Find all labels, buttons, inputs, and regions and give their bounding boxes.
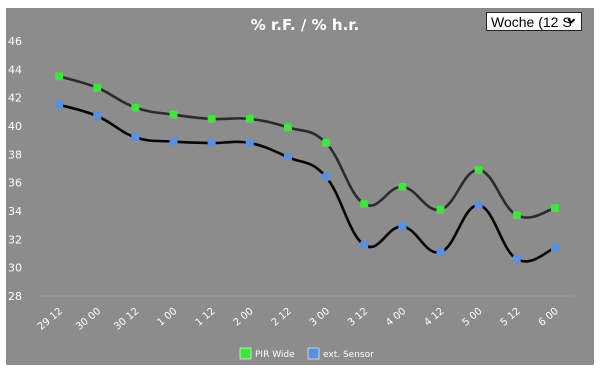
series-1-point <box>93 83 102 92</box>
legend-swatch-2 <box>307 347 320 360</box>
series-line-1 <box>58 75 556 219</box>
x-tick-label: 2 00 <box>232 306 256 329</box>
series-2-point <box>322 173 331 181</box>
series-1-point <box>207 114 216 123</box>
y-tick-label: 32 <box>8 233 22 246</box>
series-2-point <box>93 112 102 121</box>
legend-label-1: PIR Wide <box>255 350 295 360</box>
series-2-point <box>512 255 521 264</box>
x-tick-label: 1 00 <box>155 306 179 329</box>
x-tick-label: 5 00 <box>460 306 484 329</box>
series-1-point <box>131 103 140 112</box>
series-2-point <box>550 243 559 252</box>
series-1-point <box>398 182 407 191</box>
chart-panel: % r.F. / % h.r. 28 30 32 34 36 38 40 42 44 46 29 … <box>6 8 594 365</box>
series-2-point <box>360 241 369 249</box>
series-1-point <box>245 114 254 123</box>
series-1-point <box>474 165 483 174</box>
series-1-point <box>550 204 559 213</box>
x-tick-label: 30 00 <box>74 306 103 333</box>
x-tick-label: 6 00 <box>537 306 561 329</box>
x-tick-label: 2 12 <box>270 306 294 329</box>
chart-title: % r.F. / % h.r. <box>251 16 359 34</box>
series-2-point <box>474 201 483 210</box>
legend-label-2: ext. Sensor <box>323 350 374 360</box>
series-1-point <box>436 205 445 214</box>
range-select[interactable]: Woche (12 S ⌄ <box>486 12 582 31</box>
series-2-point <box>55 100 64 109</box>
series-2-point <box>131 133 140 142</box>
y-tick-label: 38 <box>8 148 22 161</box>
y-tick-label: 30 <box>8 262 22 275</box>
series-2-point <box>245 139 254 147</box>
series-2-point <box>398 222 407 231</box>
y-tick-label: 28 <box>8 290 22 303</box>
x-tick-label: 3 12 <box>346 306 370 329</box>
series-1-point <box>55 72 64 81</box>
series-1-point <box>283 123 292 132</box>
y-tick-label: 34 <box>8 205 22 218</box>
x-tick-label: 1 12 <box>193 306 217 329</box>
y-tick-label: 36 <box>8 177 22 190</box>
x-tick-label: 4 00 <box>384 306 408 329</box>
x-tick-label: 5 12 <box>499 306 523 329</box>
chevron-down-icon: ⌄ <box>564 12 578 27</box>
y-tick-label: 40 <box>8 120 22 133</box>
series-1-point <box>360 199 369 208</box>
series-2-point <box>169 137 178 146</box>
y-tick-label: 44 <box>8 63 22 76</box>
series-1-point <box>512 211 521 220</box>
x-tick-label: 3 00 <box>308 306 332 329</box>
humidity-chart: % r.F. / % h.r. 28 30 32 34 36 38 40 42 44 46 29 … <box>8 16 574 360</box>
series-line-2 <box>58 103 556 263</box>
series-2-point <box>283 153 292 162</box>
x-tick-label: 30 12 <box>112 306 141 333</box>
series-2-point <box>436 248 445 257</box>
series-2-point <box>207 139 216 147</box>
x-tick-label: 4 12 <box>422 306 446 329</box>
range-select-value: Woche (12 S <box>491 13 572 30</box>
series-1-point <box>322 139 331 147</box>
y-tick-label: 42 <box>8 92 22 105</box>
series-1-point <box>169 110 178 119</box>
y-tick-label: 46 <box>8 35 22 48</box>
x-tick-label: 29 12 <box>36 306 65 333</box>
legend-swatch-1 <box>239 347 252 360</box>
